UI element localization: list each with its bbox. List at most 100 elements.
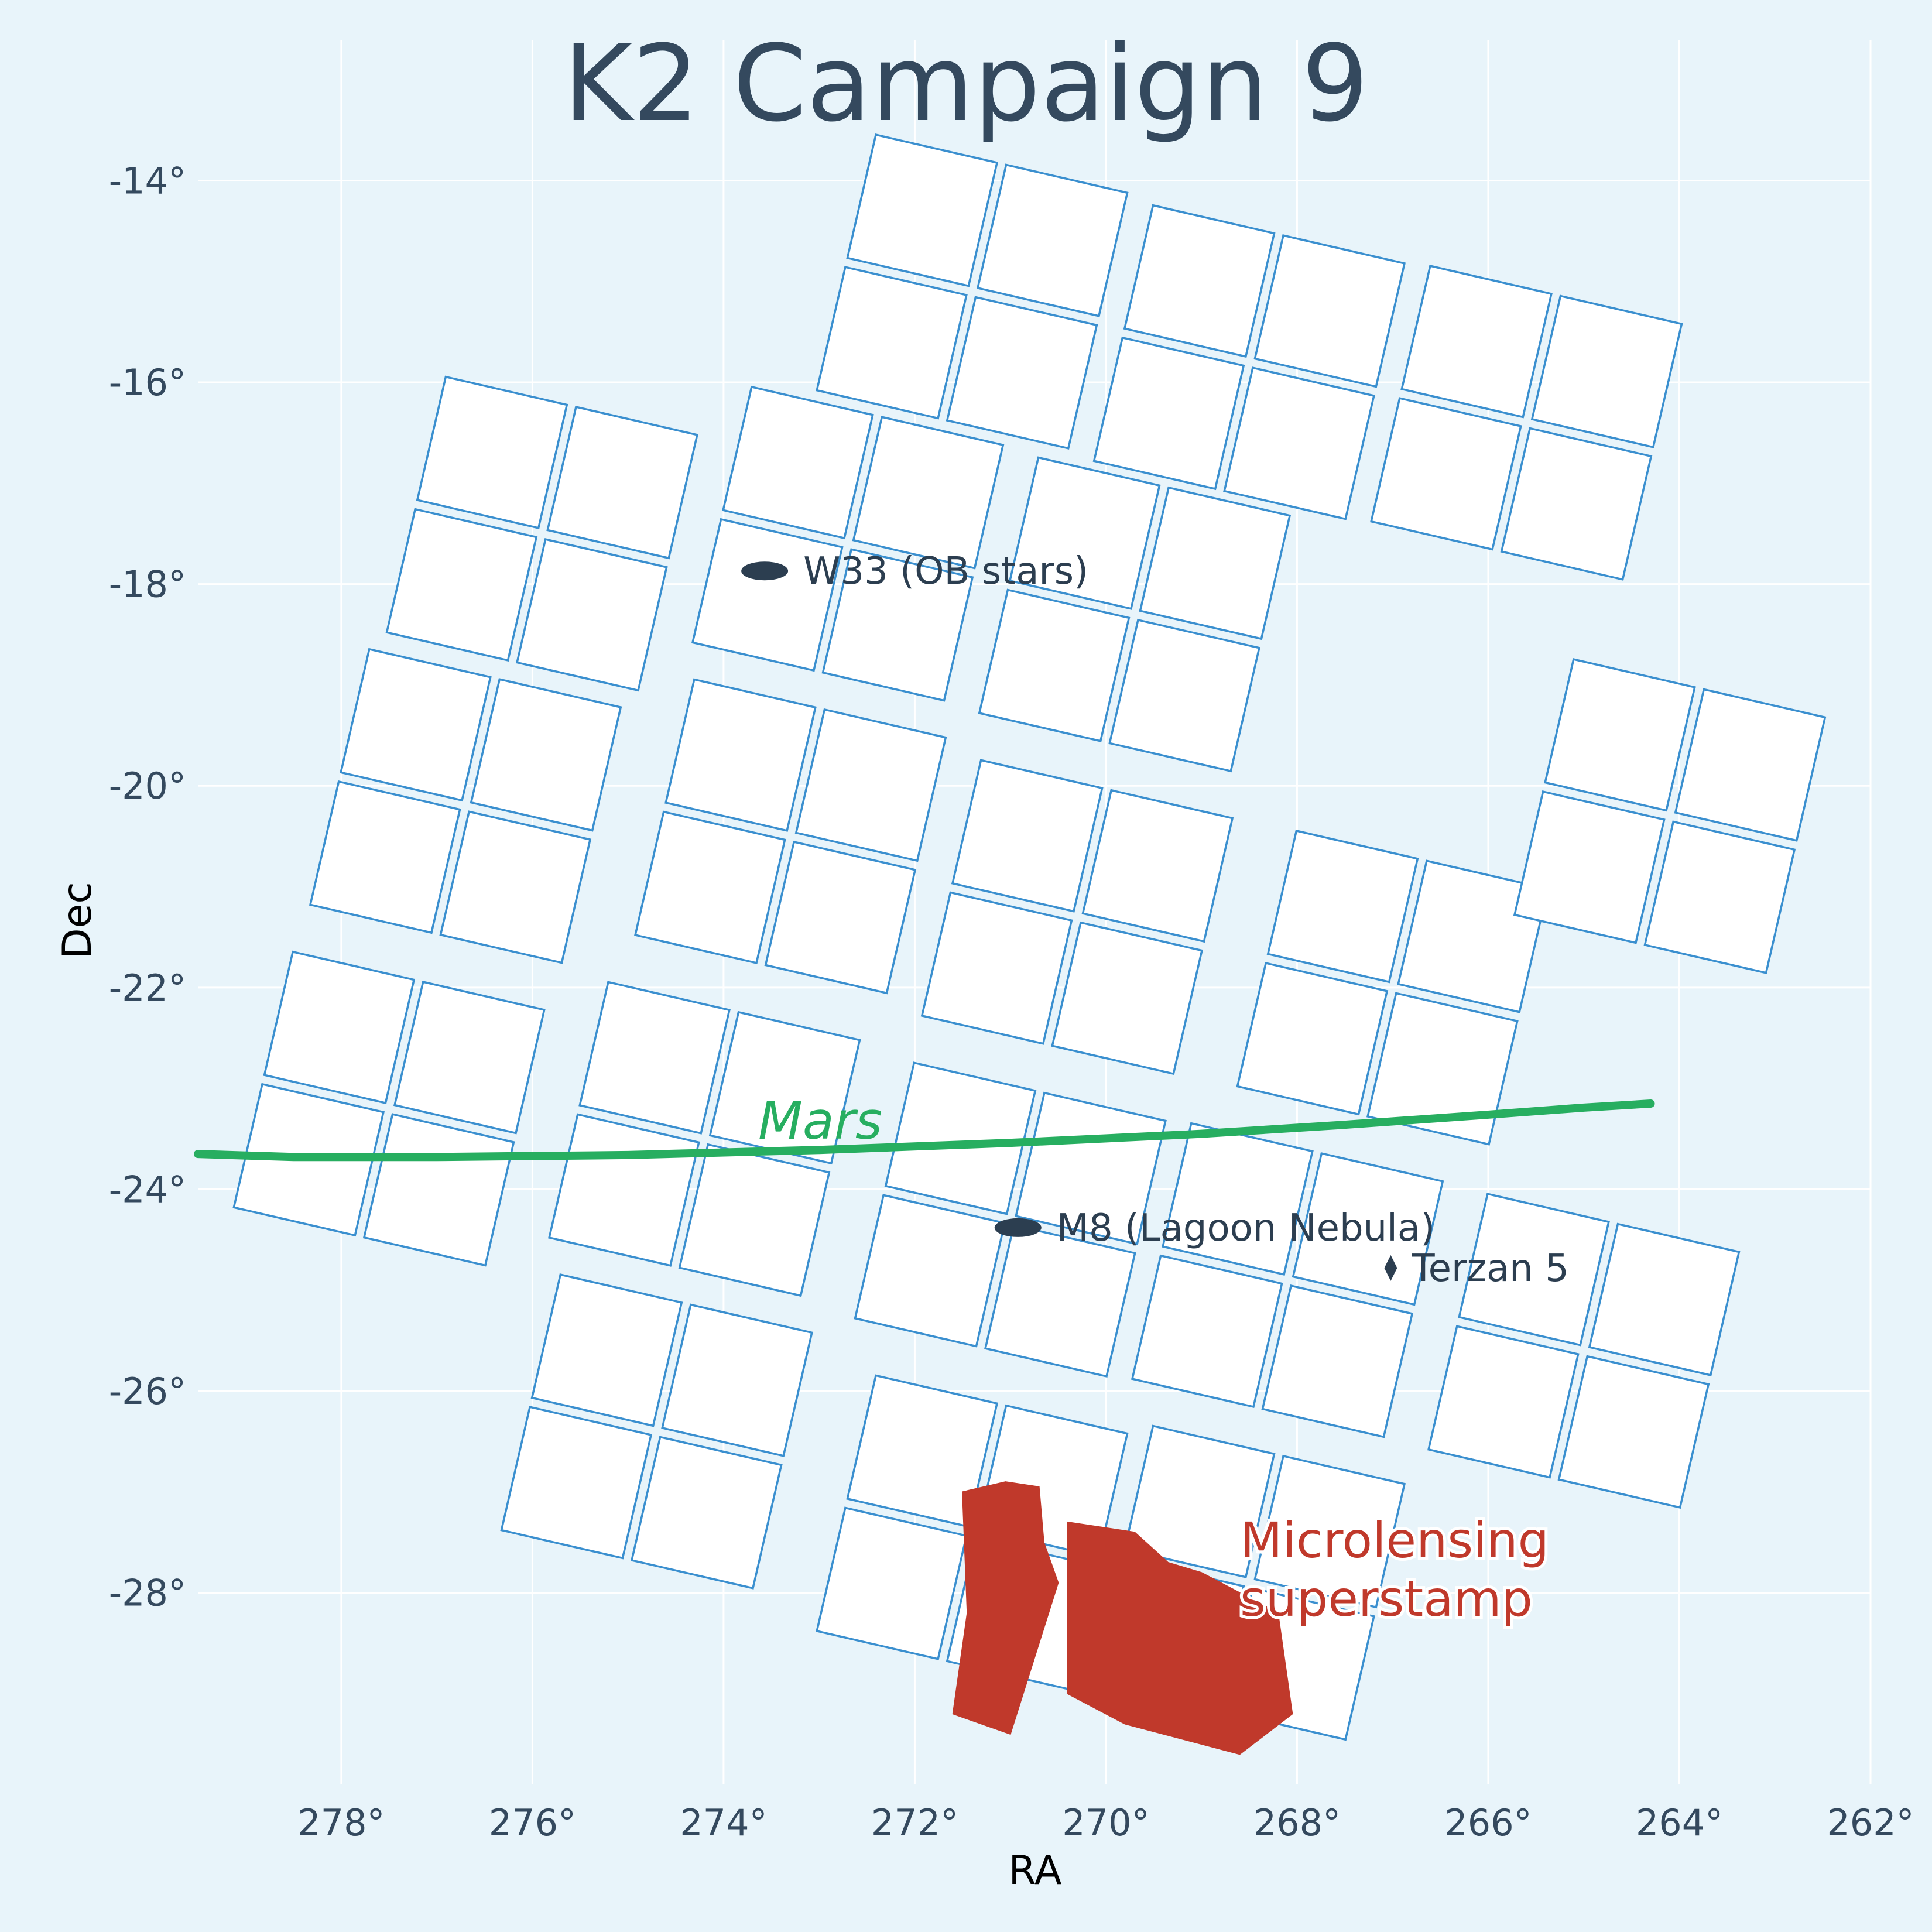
ccd-chip [1500, 427, 1653, 581]
x-tick-label: 270° [1062, 1801, 1149, 1844]
object-marker [1384, 1255, 1397, 1281]
ccd-module [548, 981, 861, 1297]
superstamp-label-line1: Microlensing [1240, 1512, 1549, 1569]
ccd-chip [1674, 688, 1827, 842]
ccd-chip [633, 810, 786, 964]
ccd-chip [1370, 397, 1522, 551]
x-tick-label: 276° [489, 1801, 576, 1844]
ccd-chip [1292, 1152, 1444, 1306]
ccd-chip [984, 1224, 1136, 1378]
ccd-chip [546, 405, 698, 560]
superstamp-label-line2: superstamp [1240, 1570, 1533, 1628]
ccd-chip [951, 759, 1104, 913]
ccd-chip [1253, 1454, 1406, 1609]
ccd-chip [1015, 1091, 1167, 1246]
superstamp-region [952, 1481, 1059, 1735]
ccd-chip [309, 780, 461, 934]
y-tick-label: -26° [109, 1370, 186, 1413]
object-marker [994, 1218, 1042, 1237]
ccd-chip [393, 981, 546, 1135]
ccd-module [920, 759, 1234, 1075]
ccd-chip [1051, 921, 1204, 1075]
superstamp-region [1067, 1521, 1293, 1755]
ccd-chip [500, 1406, 653, 1560]
ccd-chip [1458, 1193, 1610, 1347]
ccd-chip [1139, 486, 1292, 640]
y-tick-label: -28° [109, 1572, 186, 1615]
ccd-chip [978, 588, 1131, 742]
ccd-chip [1557, 1355, 1710, 1509]
x-tick-label: 264° [1636, 1801, 1723, 1844]
ccd-chip [1588, 1222, 1741, 1376]
ccd-module [691, 385, 1005, 702]
ccd-chip [578, 981, 731, 1135]
x-tick-label: 268° [1253, 1801, 1341, 1844]
x-tick-label: 272° [871, 1801, 958, 1844]
ccd-chip [854, 1194, 1006, 1348]
y-tick-label: -20° [109, 765, 186, 807]
y-tick-label: -16° [109, 361, 186, 404]
ccd-module [1092, 204, 1406, 520]
y-tick-label: -24° [109, 1168, 186, 1211]
ccd-chip [1261, 1284, 1414, 1438]
ccd-module [978, 456, 1292, 773]
ccd-chip [1123, 1424, 1276, 1578]
ccd-chip [1530, 294, 1683, 448]
ccd-module [816, 133, 1129, 450]
x-tick-label: 278° [297, 1801, 385, 1844]
ccd-chip [1427, 1325, 1580, 1479]
axis-ticks: 278° 276° 274° 272° 270° 268° 266° 264° 262° -14°… [109, 159, 1914, 1844]
ccd-chip [1131, 1254, 1283, 1409]
ccd-chip [470, 678, 622, 832]
ccd-module [1427, 1193, 1741, 1509]
ccd-chip [1513, 790, 1666, 944]
object-marker [741, 561, 789, 581]
ccd-chip [263, 950, 416, 1105]
mars-track [194, 1099, 1655, 1162]
y-tick-label: -22° [109, 967, 186, 1009]
x-axis-label: RA [1008, 1848, 1061, 1894]
ccd-chip [1236, 961, 1389, 1116]
ccd-module [1370, 265, 1683, 581]
ccd-chip [1266, 829, 1419, 984]
ccd-chip [516, 537, 668, 692]
y-tick-label: -18° [109, 563, 186, 606]
ccd-chip [1400, 265, 1553, 419]
ccd-chip [976, 163, 1129, 317]
ccd-chip [722, 385, 874, 540]
ccd-chip [1123, 204, 1276, 358]
x-tick-label: 262° [1827, 1801, 1914, 1844]
ccd-chip [946, 296, 1098, 450]
ccd-chip [920, 891, 1073, 1045]
ccd-module [1131, 1122, 1444, 1438]
ccd-chip [1092, 336, 1245, 491]
ccd-chip [530, 1273, 683, 1427]
ccd-chip [1223, 366, 1375, 520]
ccd-chip [884, 1061, 1037, 1215]
ccd-chip [794, 708, 947, 862]
ccd-chip [846, 1374, 999, 1528]
mars-label: Mars [758, 1091, 882, 1151]
ccd-chip [691, 518, 844, 672]
ccd-chip [1162, 1122, 1314, 1276]
ccd-chip [416, 375, 568, 529]
ccd-module [854, 1061, 1167, 1378]
ccd-chip [1366, 992, 1519, 1146]
ccd-module [385, 375, 698, 692]
ccd-module [309, 648, 622, 964]
object-label: W33 (OB stars) [803, 550, 1088, 593]
ccd-chip [764, 840, 917, 995]
ccd-chip [816, 1506, 968, 1660]
ccd-chip [1544, 658, 1696, 812]
ccd-chip [385, 508, 538, 662]
y-tick-label: -14° [109, 159, 186, 202]
ccd-module [232, 950, 546, 1267]
ccd-chip [439, 810, 592, 964]
ccd-module [500, 1273, 813, 1590]
annotations: W33 (OB stars) M8 (Lagoon Nebula)Terzan 5 [741, 550, 1569, 1290]
object-label: Terzan 5 [1411, 1247, 1568, 1290]
y-axis-label: Dec [54, 882, 101, 959]
ccd-chip [664, 678, 817, 832]
ccd-chip [1108, 618, 1260, 773]
